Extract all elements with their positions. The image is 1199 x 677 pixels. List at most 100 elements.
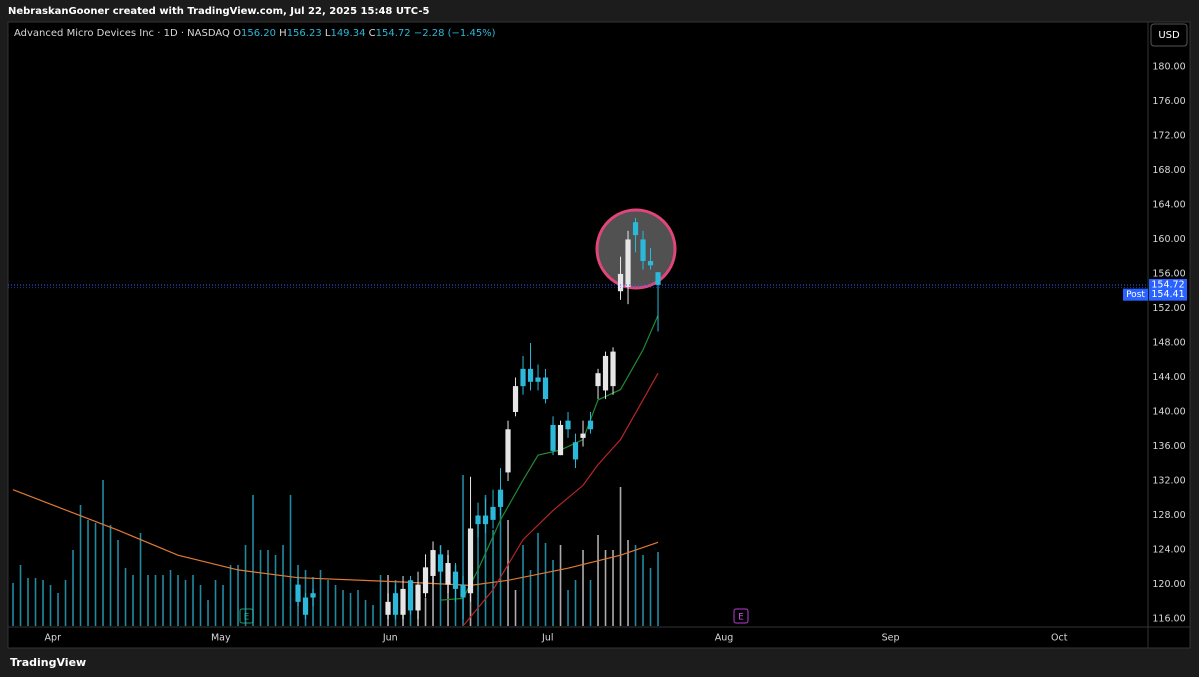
post-label: Post (1126, 290, 1145, 300)
candle-body (385, 601, 391, 615)
chart-title: Advanced Micro Devices Inc · 1D · NASDAQ (14, 28, 230, 39)
volume-bar (34, 578, 37, 626)
volume-bar (582, 550, 584, 626)
last-price-label: 154.72 (1151, 279, 1184, 290)
candle-body (437, 554, 444, 572)
x-tick-label: Jul (541, 633, 553, 644)
candle-body (430, 550, 436, 576)
volume-bar (49, 585, 52, 626)
volume-bar (484, 495, 487, 626)
volume-bar (334, 585, 337, 626)
volume-bar (432, 550, 434, 626)
x-tick-label: May (211, 633, 231, 644)
volume-bar (184, 580, 187, 626)
volume-bar (57, 593, 59, 626)
currency-button[interactable] (1150, 23, 1188, 47)
volume-bar (154, 575, 157, 626)
volume-bar (589, 580, 592, 626)
volume-bar (162, 575, 164, 626)
y-tick-label: 128.00 (1152, 510, 1185, 521)
moving-average (462, 372, 659, 626)
volume-bar (274, 555, 277, 626)
currency[interactable]: USD (1158, 30, 1180, 41)
candle-body (400, 588, 406, 615)
volume-bar (657, 552, 659, 626)
volume-bar (147, 575, 149, 626)
y-tick-label: 164.00 (1152, 199, 1185, 210)
volume-bar (574, 580, 577, 626)
y-tick-label: 148.00 (1152, 337, 1185, 348)
header: NebraskanGooner created with TradingView… (8, 6, 430, 17)
candle-body (505, 429, 511, 473)
volume-bar (559, 545, 562, 626)
earnings-marker[interactable] (733, 608, 749, 624)
candle-body (497, 489, 504, 507)
volume-bar (604, 550, 607, 626)
plot-area (12, 217, 661, 626)
volume-bar (214, 580, 217, 626)
candle-body (422, 567, 429, 594)
volume-bar (87, 520, 89, 626)
x-tick-label: Apr (45, 633, 62, 644)
volume-bar (64, 580, 67, 626)
y-tick-label: 160.00 (1152, 234, 1185, 245)
volume-bar (619, 487, 622, 626)
x-tick-label: Oct (1051, 633, 1068, 644)
y-tick-label: 176.00 (1152, 96, 1185, 107)
volume-bar (109, 525, 112, 626)
earnings-label: E (244, 613, 250, 623)
chart-pane (7, 21, 1191, 649)
volume-bar (327, 580, 329, 626)
candle-body (475, 515, 481, 525)
volume-bar (244, 545, 247, 626)
post-price-box (1149, 288, 1187, 301)
candle-body (520, 368, 526, 387)
volume-bar (102, 480, 104, 626)
candle-body (302, 597, 309, 615)
y-tick-label: 140.00 (1152, 407, 1185, 418)
volume-bar (597, 535, 599, 626)
volume-bar (12, 583, 14, 626)
volume-bar (372, 605, 374, 626)
x-tick-label: Aug (715, 633, 734, 644)
volume-bar (27, 578, 29, 626)
y-tick-label: 120.00 (1152, 579, 1185, 590)
volume-bar (132, 575, 134, 626)
last-price-box (1149, 278, 1187, 291)
candle-body (295, 584, 301, 602)
candle-body (572, 442, 579, 460)
volume-bar (552, 560, 554, 626)
volume-bar (177, 575, 179, 626)
candle-body (610, 351, 616, 387)
volume-bar (289, 495, 292, 626)
candle-body (407, 580, 414, 611)
volume-bar (192, 575, 194, 626)
brand: TradingView (10, 656, 86, 669)
candle-body (580, 433, 586, 438)
volume-bar (207, 600, 209, 626)
volume-bar (439, 545, 442, 626)
volume-bar (634, 545, 637, 626)
volume-bar (492, 530, 494, 626)
volume-bar (379, 575, 382, 626)
ohlc-label: O (233, 28, 241, 39)
volume-bar (222, 585, 224, 626)
y-tick-label: 116.00 (1152, 614, 1185, 625)
y-tick-label: 124.00 (1152, 545, 1185, 556)
volume-bar (319, 570, 322, 626)
post-price-label: 154.41 (1151, 289, 1184, 300)
candle-body (640, 239, 646, 262)
x-tick-label: Jun (382, 633, 398, 644)
volume-bar (124, 568, 127, 626)
ohlc-value: 149.34 (330, 28, 365, 39)
volume-bar (229, 565, 232, 626)
candle-body (647, 261, 654, 266)
candle-body (512, 386, 519, 413)
ohlc-label: L (325, 28, 331, 39)
volume-bar (529, 570, 532, 626)
ohlc-value: 154.72 (376, 28, 411, 39)
volume-bar (499, 495, 502, 626)
candle-body (625, 239, 631, 287)
